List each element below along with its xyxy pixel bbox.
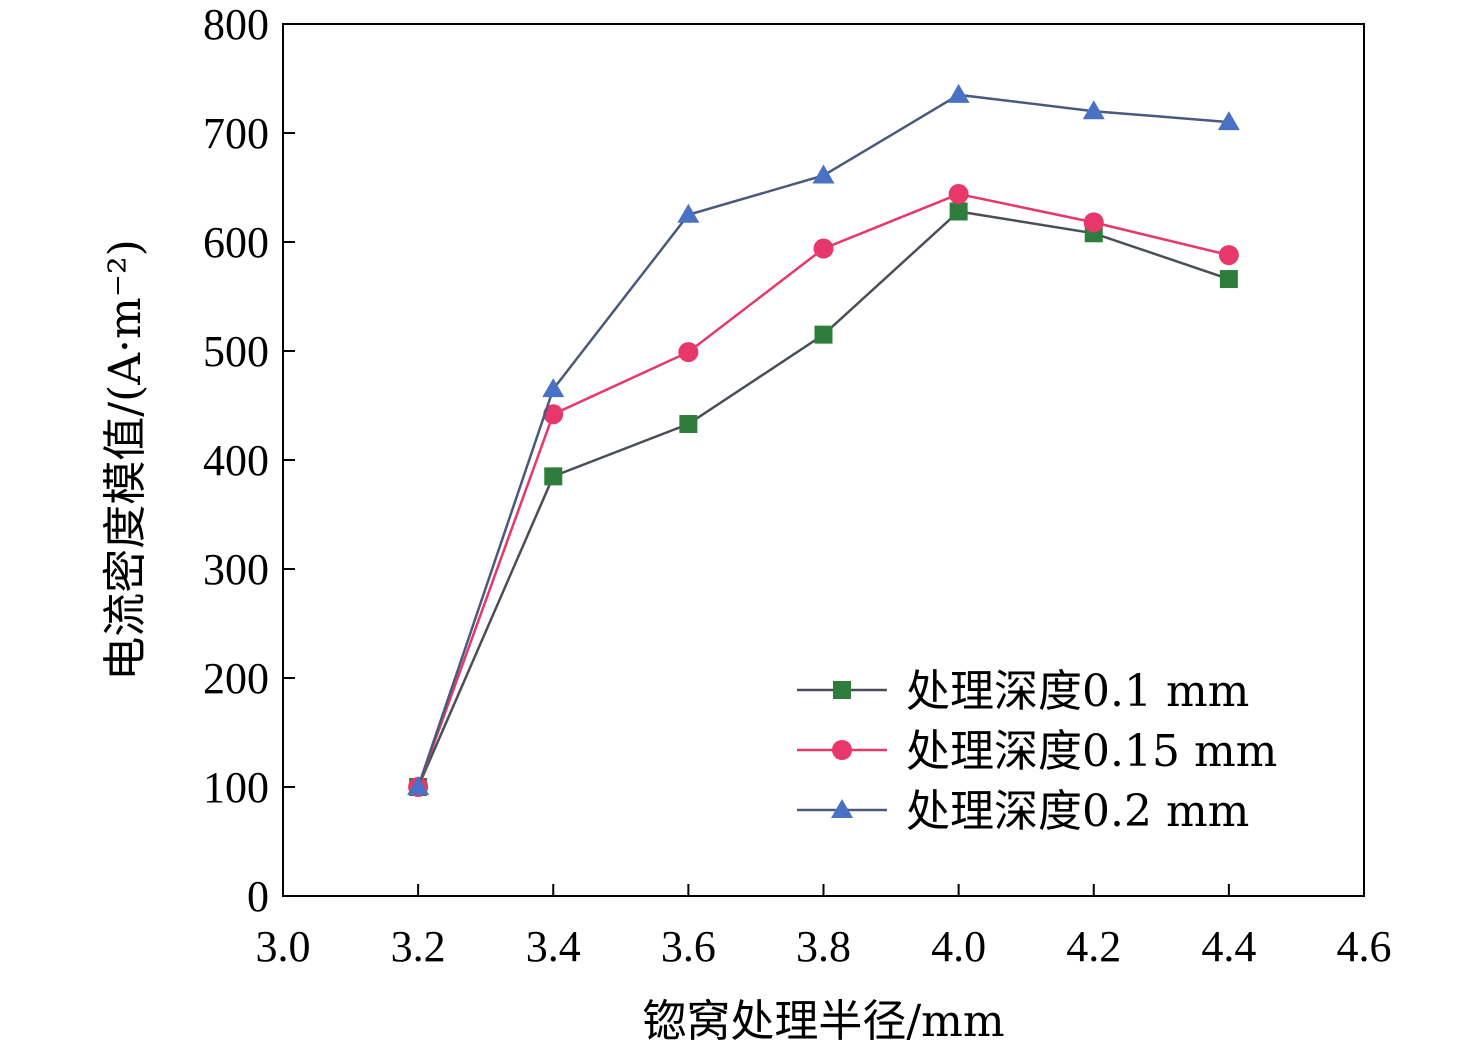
data-point (677, 203, 700, 223)
legend-marker (833, 681, 851, 699)
y-tick-label: 700 (203, 109, 269, 158)
series-3 (407, 83, 1240, 795)
x-tick-label: 3.6 (661, 922, 716, 971)
legend-marker (831, 799, 853, 818)
series-2 (408, 184, 1239, 797)
data-point (1219, 270, 1238, 289)
legend-label: 处理深度0.15 mm (906, 726, 1277, 777)
x-tick-label: 3.8 (796, 922, 851, 971)
legend-entry: 处理深度0.1 mm (797, 666, 1249, 717)
legend-label: 处理深度0.2 mm (906, 786, 1249, 837)
y-axis-title: 电流密度模值/(A·m⁻²) (100, 239, 151, 681)
x-tick-label: 3.0 (256, 922, 311, 971)
x-tick-label: 4.2 (1066, 922, 1121, 971)
y-tick-label: 500 (203, 327, 269, 376)
x-axis-title: 锪窝处理半径/mm (642, 996, 1004, 1047)
data-point (949, 202, 968, 221)
data-point (542, 378, 565, 398)
legend-entry: 处理深度0.2 mm (797, 786, 1249, 837)
y-tick-label: 400 (203, 436, 269, 485)
data-point (679, 415, 698, 434)
data-point (812, 164, 835, 184)
x-tick-label: 3.4 (526, 922, 581, 971)
legend-entry: 处理深度0.15 mm (797, 726, 1277, 777)
data-point (814, 325, 833, 344)
x-tick-label: 4.4 (1201, 922, 1256, 971)
data-point (813, 238, 834, 259)
data-point (1082, 100, 1105, 120)
y-tick-label: 800 (203, 0, 269, 49)
data-point (1217, 111, 1240, 131)
y-tick-label: 100 (203, 763, 269, 812)
y-tick-label: 0 (247, 872, 269, 921)
legend-marker (832, 740, 852, 760)
x-tick-label: 3.2 (391, 922, 446, 971)
x-tick-label: 4.0 (931, 922, 986, 971)
data-point (948, 184, 969, 205)
x-tick-label: 4.6 (1337, 922, 1392, 971)
y-tick-label: 300 (203, 545, 269, 594)
legend: 处理深度0.1 mm 处理深度0.15 mm 处理深度0.2 mm (797, 666, 1277, 837)
legend-label: 处理深度0.1 mm (906, 666, 1249, 717)
y-tick-label: 200 (203, 654, 269, 703)
data-point (1083, 212, 1104, 233)
data-point (947, 83, 970, 103)
data-point (544, 467, 563, 486)
y-axis-ticks: 0 100 200 300 400 500 600 700 800 (203, 0, 295, 921)
series-1 (409, 202, 1238, 796)
series-layer (407, 83, 1240, 797)
y-tick-label: 600 (203, 218, 269, 267)
data-point (678, 342, 699, 363)
data-point (543, 404, 564, 425)
plot-frame (282, 23, 1365, 897)
data-point (407, 776, 430, 795)
x-axis-ticks: 3.0 3.2 3.4 3.6 3.8 4.0 4.2 4.4 4.6 (256, 884, 1392, 971)
data-point (1218, 245, 1239, 266)
